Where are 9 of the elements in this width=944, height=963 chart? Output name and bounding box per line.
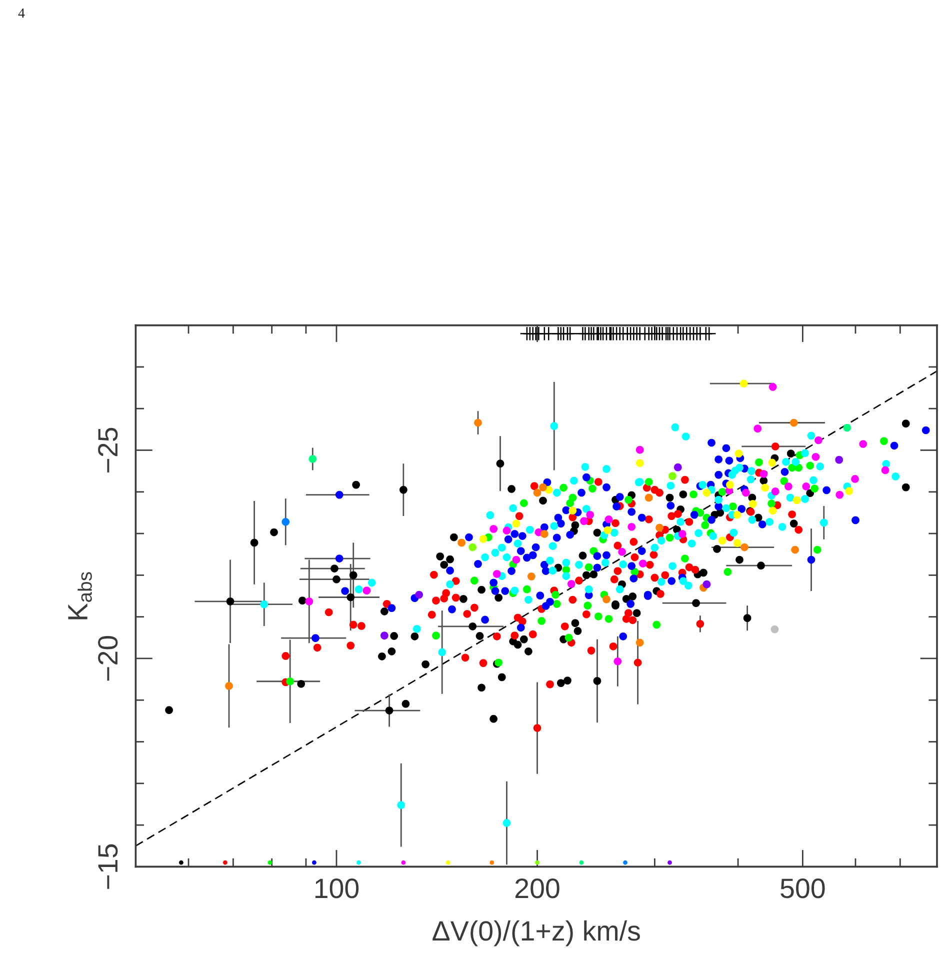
x-axis-title: ΔV(0)/(1+z) km/s xyxy=(432,920,640,946)
y-tick-label: −25 xyxy=(98,428,118,472)
y-axis-title: K$_{abs}$ xyxy=(68,572,92,620)
x-tick-label: 100 xyxy=(315,878,359,898)
y-tick-label: −20 xyxy=(98,636,118,681)
text: 4 xyxy=(18,8,25,18)
y-tick-label: −15 xyxy=(98,844,118,889)
x-tick-label: 500 xyxy=(780,878,825,898)
x-tick-label: 200 xyxy=(515,878,560,898)
